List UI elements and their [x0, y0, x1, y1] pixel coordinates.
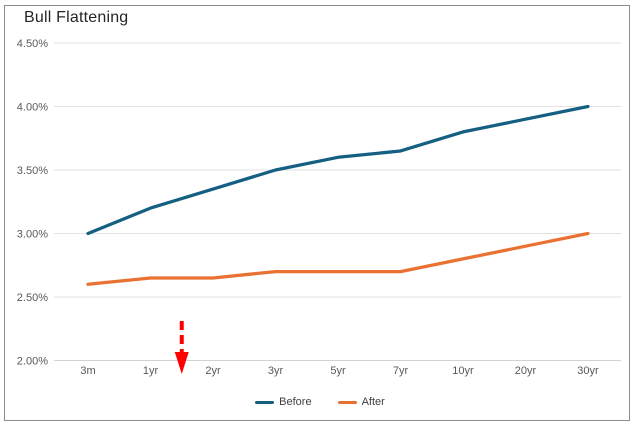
x-axis-tick-label: 1yr — [143, 365, 159, 377]
legend-label-before: Before — [279, 396, 312, 408]
chart-outer-border — [4, 5, 630, 421]
series-line-before — [86, 104, 590, 236]
red-arrow-head-icon — [174, 352, 189, 374]
x-axis-tick-label: 30yr — [577, 365, 599, 377]
y-axis-tick-label: 4.00% — [17, 102, 48, 114]
y-axis-tick-label: 3.00% — [17, 229, 48, 241]
legend-label-after: After — [361, 396, 385, 408]
series-line-after — [86, 231, 590, 286]
x-axis-tick-label: 20yr — [515, 365, 537, 377]
x-axis-tick-label: 2yr — [205, 365, 221, 377]
x-axis-tick-label: 7yr — [393, 365, 409, 377]
x-axis-tick-label: 3m — [80, 365, 95, 377]
x-axis-tick-label: 10yr — [452, 365, 474, 377]
y-axis-tick-label: 3.50% — [17, 165, 48, 177]
legend-item-after: After — [337, 396, 385, 408]
y-axis-tick-label: 4.50% — [17, 38, 48, 50]
y-axis-tick-label: 2.50% — [17, 292, 48, 304]
chart-legend: Before After — [0, 394, 640, 410]
y-axis-tick-label: 2.00% — [17, 356, 48, 368]
legend-item-before: Before — [255, 396, 312, 408]
x-axis-tick-label: 5yr — [330, 365, 346, 377]
before-series-swatch — [255, 400, 275, 404]
chart-title: Bull Flattening — [24, 9, 129, 26]
x-axis-tick-label: 3yr — [268, 365, 284, 377]
after-series-swatch — [337, 400, 357, 404]
